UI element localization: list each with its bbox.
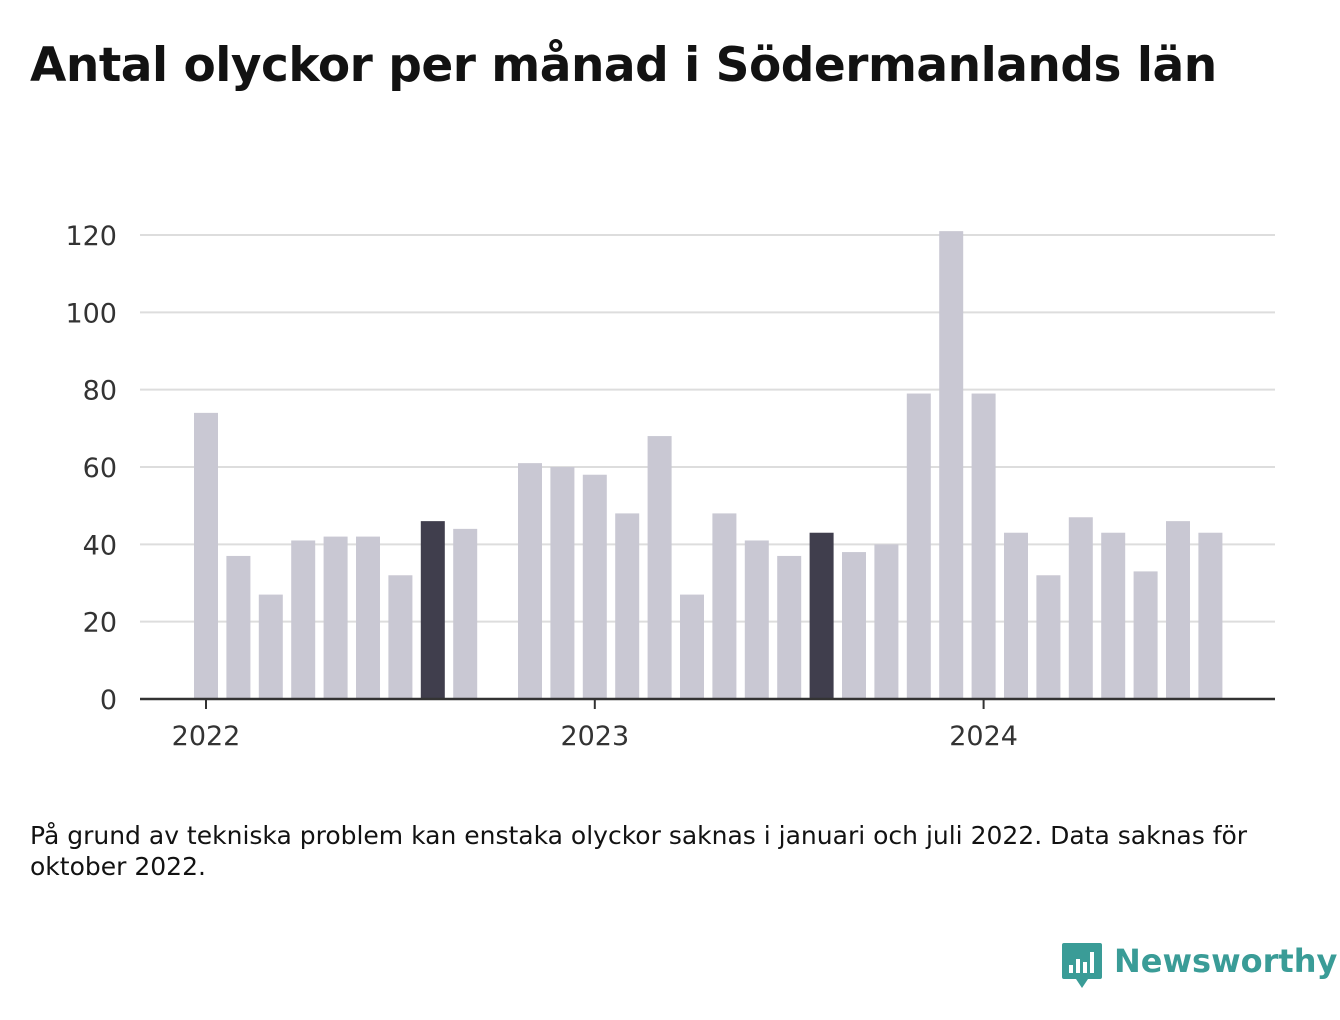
bar-chart: 0 20 40 60 80 100 120 2022 2023 2024: [65, 221, 1275, 752]
bar-2024-05: [1101, 532, 1126, 699]
y-tick-label: 40: [83, 530, 117, 561]
bar-2022-09: [453, 528, 478, 699]
bar-2022-01: [194, 412, 218, 699]
y-tick-label: 60: [83, 453, 117, 484]
x-axis: 2022 2023 2024: [140, 697, 1275, 752]
bar-2022-11: [518, 463, 542, 699]
bar-2023-11: [906, 393, 931, 699]
bar-2023-02: [615, 513, 640, 699]
bar-2023-12: [939, 231, 964, 699]
bar-2023-10: [874, 544, 899, 699]
bar-2024-07: [1166, 521, 1190, 699]
bar-2022-07: [388, 575, 413, 699]
brand[interactable]: Newsworthy: [1060, 940, 1337, 992]
bar-2023-05: [712, 513, 737, 699]
bar-2024-01: [971, 393, 996, 699]
bars: [194, 231, 1223, 699]
footnote: På grund av tekniska problem kan enstaka…: [30, 821, 1248, 881]
y-tick-label: 120: [65, 221, 117, 252]
bar-2022-08: [420, 521, 445, 699]
y-tick-label: 0: [100, 685, 117, 716]
bar-2023-08: [809, 532, 834, 699]
bar-2024-02: [1004, 532, 1028, 699]
x-tick-label: 2024: [949, 721, 1018, 752]
y-tick-label: 100: [65, 298, 117, 329]
newsworthy-logo-icon: [1062, 943, 1102, 988]
bar-2023-03: [647, 436, 672, 699]
y-tick-label: 80: [83, 376, 117, 407]
bar-2022-05: [323, 536, 348, 699]
brand-name: Newsworthy: [1114, 942, 1338, 980]
bar-2022-04: [291, 540, 316, 699]
x-tick-label: 2023: [560, 721, 629, 752]
bar-2024-06: [1133, 571, 1158, 699]
bar-2023-07: [777, 555, 802, 699]
bar-2024-04: [1068, 517, 1093, 699]
bar-2023-09: [842, 552, 866, 699]
y-axis-ticks: 0 20 40 60 80 100 120: [65, 221, 117, 716]
bar-2023-06: [744, 540, 769, 699]
bar-2022-06: [356, 536, 380, 699]
bar-2024-03: [1036, 575, 1061, 699]
bar-2023-01: [582, 474, 607, 699]
bar-2023-04: [680, 594, 704, 699]
x-tick-label: 2022: [172, 721, 241, 752]
y-tick-label: 20: [83, 608, 117, 639]
bar-2022-03: [258, 594, 283, 699]
bar-2022-12: [550, 467, 575, 699]
bar-2024-08: [1198, 532, 1223, 699]
bar-2022-02: [226, 555, 251, 699]
chart-title: Antal olyckor per månad i Södermanlands …: [30, 38, 1217, 93]
